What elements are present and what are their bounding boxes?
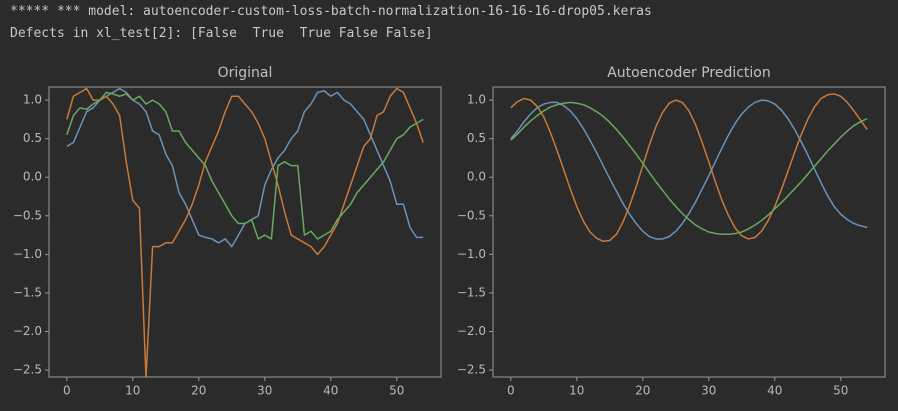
plot-area xyxy=(66,87,424,377)
y-tick-label: −2.0 xyxy=(13,324,42,338)
y-tick-label: −2.5 xyxy=(13,363,42,377)
x-tick-label: 0 xyxy=(63,384,71,398)
series-line xyxy=(66,87,424,377)
x-tick-label: 50 xyxy=(833,384,848,398)
x-tick-label: 10 xyxy=(569,384,584,398)
axes-frame xyxy=(492,86,886,378)
y-tick-label: −1.0 xyxy=(13,247,42,261)
series-line xyxy=(510,101,868,236)
chart-title: Original xyxy=(218,65,273,81)
y-tick-label: −0.5 xyxy=(13,208,42,222)
series-line xyxy=(66,91,424,240)
x-tick-label: 30 xyxy=(257,384,272,398)
x-tick-label: 10 xyxy=(125,384,140,398)
y-tick-label: −1.5 xyxy=(457,285,486,299)
axes-frame xyxy=(48,86,442,378)
series-line xyxy=(510,93,868,243)
plot-area xyxy=(510,93,868,243)
series-line xyxy=(510,99,868,240)
chart-title: Autoencoder Prediction xyxy=(607,65,771,81)
y-tick-label: 0.0 xyxy=(23,170,42,184)
y-tick-label: 0.5 xyxy=(23,131,42,145)
y-tick-label: 0.0 xyxy=(467,170,486,184)
x-tick-label: 0 xyxy=(507,384,515,398)
x-tick-label: 50 xyxy=(389,384,404,398)
y-tick-label: −1.5 xyxy=(13,285,42,299)
x-tick-label: 20 xyxy=(191,384,206,398)
x-tick-label: 20 xyxy=(635,384,650,398)
y-tick-label: −0.5 xyxy=(457,208,486,222)
y-tick-label: −1.0 xyxy=(457,247,486,261)
output-line: ***** *** model: autoencoder-custom-loss… xyxy=(10,4,652,19)
x-tick-label: 40 xyxy=(767,384,782,398)
output-line: Defects in xl_test[2]: [False True True … xyxy=(10,26,433,41)
y-tick-label: 0.5 xyxy=(467,131,486,145)
x-tick-label: 40 xyxy=(323,384,338,398)
x-tick-label: 30 xyxy=(701,384,716,398)
y-tick-label: 1.0 xyxy=(467,93,486,107)
y-tick-label: 1.0 xyxy=(23,93,42,107)
y-tick-label: −2.0 xyxy=(457,324,486,338)
y-tick-label: −2.5 xyxy=(457,363,486,377)
